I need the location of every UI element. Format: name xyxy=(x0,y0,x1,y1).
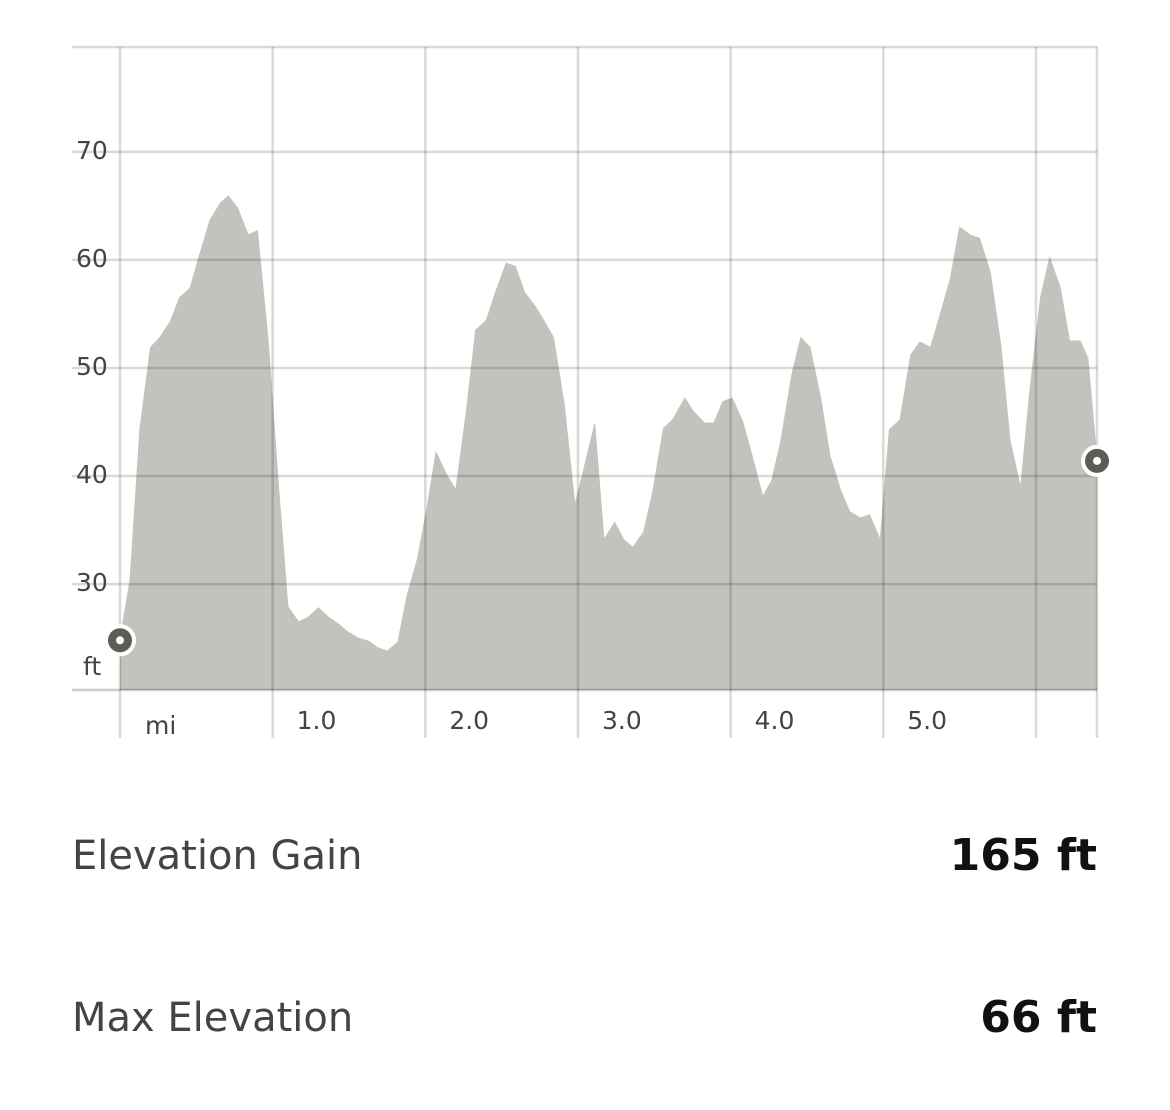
y-tick-label: 70 xyxy=(76,136,108,165)
area-fill xyxy=(120,196,1097,691)
y-tick-label: 60 xyxy=(76,244,108,273)
x-tick-label: 4.0 xyxy=(755,706,795,735)
y-tick-label: 30 xyxy=(76,568,108,597)
y-tick-label: 50 xyxy=(76,352,108,381)
stat-label: Elevation Gain xyxy=(72,833,363,879)
x-tick-label: 2.0 xyxy=(449,706,489,735)
x-tick-label: 1.0 xyxy=(297,706,337,735)
endpoint-dot xyxy=(116,636,124,645)
stat-value: 165 ft xyxy=(950,830,1097,881)
endpoint-dot xyxy=(1093,456,1101,465)
x-unit: mi xyxy=(145,711,176,740)
stat-value: 66 ft xyxy=(980,992,1097,1043)
area-edge xyxy=(119,195,1098,652)
x-tick-label: 5.0 xyxy=(907,706,947,735)
y-tick-label: 40 xyxy=(76,460,108,489)
y-unit: ft xyxy=(83,652,101,681)
stat-label: Max Elevation xyxy=(72,995,353,1041)
x-tick-label: 3.0 xyxy=(602,706,642,735)
